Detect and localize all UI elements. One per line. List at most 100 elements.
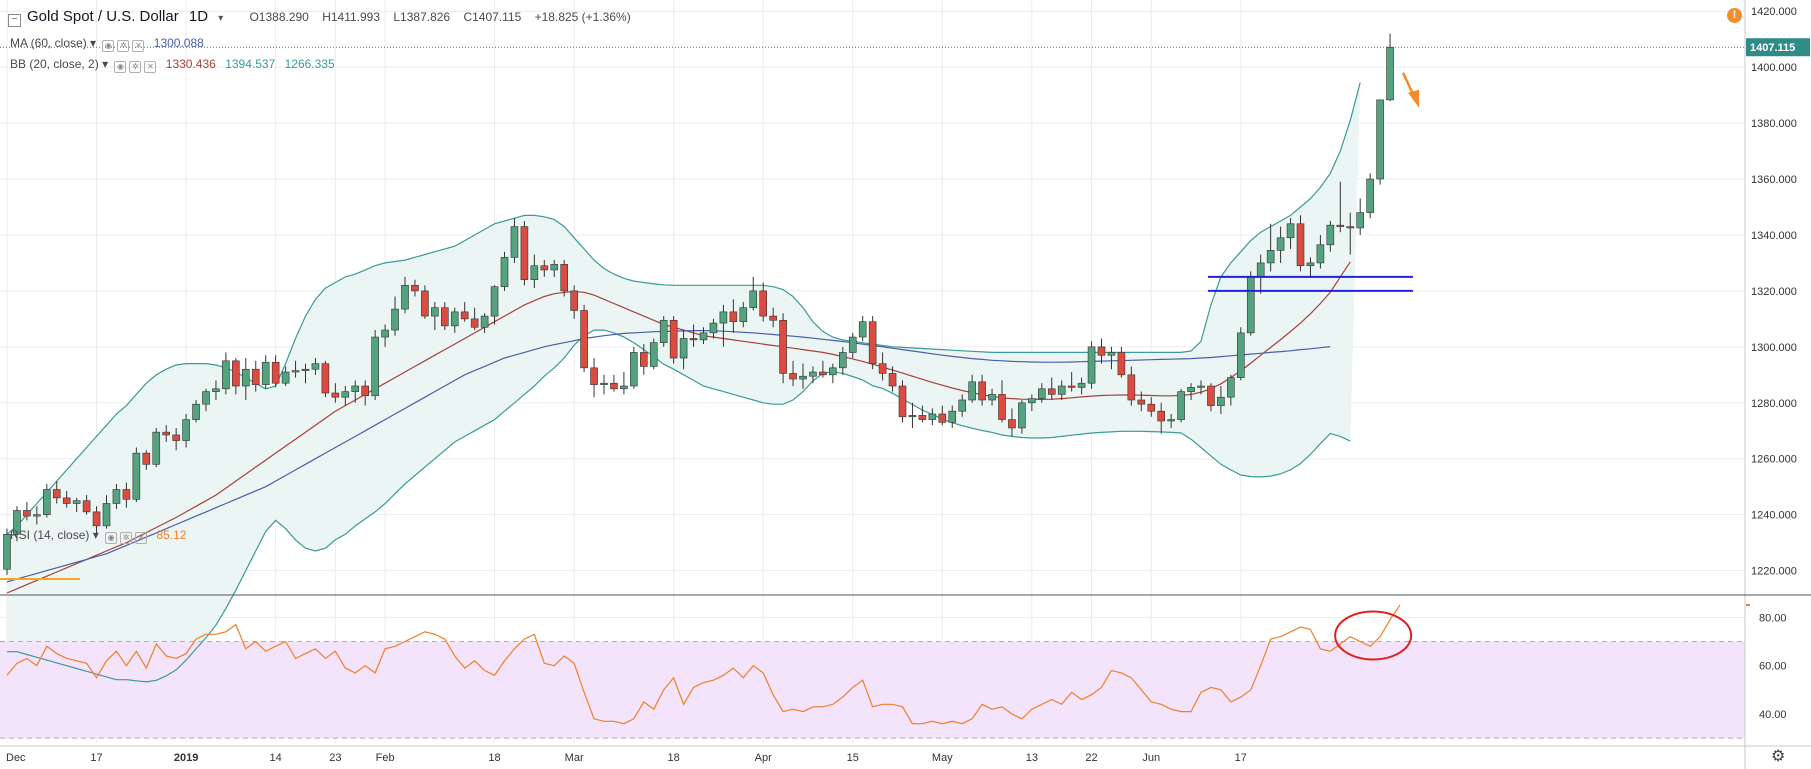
gear-icon[interactable]: ✲ — [120, 532, 133, 544]
close-icon[interactable]: ✕ — [144, 61, 157, 73]
candle[interactable] — [1326, 220, 1335, 252]
candle[interactable] — [1047, 377, 1056, 400]
candle[interactable] — [23, 502, 31, 521]
candle[interactable] — [192, 399, 200, 423]
candle[interactable] — [699, 327, 708, 345]
candle[interactable] — [590, 358, 598, 398]
chevron-down-icon[interactable]: ▾ — [218, 13, 224, 24]
candle[interactable] — [470, 307, 479, 331]
candle[interactable] — [600, 374, 608, 395]
candle[interactable] — [152, 427, 161, 468]
candle[interactable] — [421, 285, 429, 319]
candle[interactable] — [620, 372, 628, 395]
candle[interactable] — [271, 355, 280, 388]
candle[interactable] — [878, 352, 887, 381]
candle[interactable] — [819, 360, 827, 378]
candle[interactable] — [1008, 408, 1016, 437]
candle[interactable] — [809, 366, 817, 384]
candle[interactable] — [450, 307, 459, 333]
candle[interactable] — [13, 506, 21, 542]
candle[interactable] — [908, 402, 917, 428]
candle[interactable] — [560, 260, 569, 297]
candle[interactable] — [411, 279, 419, 297]
candle[interactable] — [1107, 346, 1116, 370]
eye-icon[interactable]: ◉ — [105, 532, 118, 544]
candle[interactable] — [1057, 380, 1066, 400]
candle[interactable] — [689, 324, 698, 347]
candle[interactable] — [1276, 226, 1285, 263]
candle[interactable] — [749, 276, 758, 311]
candle[interactable] — [779, 313, 787, 384]
rsi-label[interactable]: RSI (14, close) — [10, 528, 90, 542]
candle[interactable] — [142, 450, 151, 470]
candle[interactable] — [301, 363, 310, 384]
candle[interactable] — [918, 405, 927, 423]
candle[interactable] — [1386, 33, 1394, 102]
symbol-title[interactable]: Gold Spot / U.S. Dollar — [27, 8, 179, 25]
candle[interactable] — [3, 528, 11, 575]
candle[interactable] — [440, 302, 449, 331]
candle[interactable] — [281, 366, 290, 387]
candle[interactable] — [1227, 374, 1235, 406]
candle[interactable] — [630, 346, 638, 389]
candle[interactable] — [649, 338, 658, 370]
candle[interactable] — [391, 296, 399, 336]
candle[interactable] — [719, 304, 728, 347]
candle[interactable] — [52, 481, 61, 504]
candle[interactable] — [530, 254, 539, 289]
candlesticks[interactable] — [3, 33, 1394, 575]
candle[interactable] — [62, 490, 71, 508]
candle[interactable] — [460, 302, 469, 322]
candle[interactable] — [401, 276, 409, 314]
eye-icon[interactable]: ◉ — [102, 40, 115, 52]
candle[interactable] — [232, 358, 240, 395]
candle[interactable] — [381, 324, 389, 347]
candle[interactable] — [868, 316, 877, 370]
candle[interactable] — [490, 285, 499, 325]
candle[interactable] — [968, 374, 976, 403]
candle[interactable] — [361, 380, 370, 406]
candle[interactable] — [729, 299, 738, 333]
candle[interactable] — [998, 380, 1006, 423]
candle[interactable] — [838, 346, 847, 375]
candle[interactable] — [1217, 386, 1225, 414]
candle[interactable] — [212, 380, 220, 400]
candle[interactable] — [540, 260, 549, 277]
candle[interactable] — [1306, 257, 1315, 277]
bb-legend[interactable]: BB (20, close, 2) ▾ ◉ ✲ ✕ 1330.436 1394.53… — [10, 57, 335, 73]
candle[interactable] — [480, 313, 489, 333]
candle[interactable] — [72, 497, 81, 512]
candle[interactable] — [431, 302, 439, 331]
candle[interactable] — [92, 506, 101, 535]
candle[interactable] — [1376, 99, 1384, 185]
candle[interactable] — [898, 380, 907, 423]
candle[interactable] — [858, 316, 867, 342]
candle[interactable] — [261, 355, 270, 389]
candle[interactable] — [739, 302, 748, 328]
candle[interactable] — [351, 380, 360, 403]
candle[interactable] — [1346, 212, 1355, 255]
candle[interactable] — [520, 220, 529, 286]
candle[interactable] — [1167, 413, 1175, 428]
candle[interactable] — [938, 405, 947, 426]
candle[interactable] — [1237, 327, 1245, 381]
candle[interactable] — [1356, 198, 1364, 235]
candle[interactable] — [510, 218, 519, 263]
candle[interactable] — [1366, 173, 1374, 219]
interval[interactable]: 1D — [188, 8, 209, 25]
candle[interactable] — [1286, 218, 1295, 249]
candle[interactable] — [789, 360, 797, 387]
candle[interactable] — [1127, 366, 1136, 406]
candle[interactable] — [1137, 391, 1146, 412]
candle[interactable] — [928, 408, 937, 426]
rsi-circle-annotation[interactable] — [1334, 610, 1413, 661]
candle[interactable] — [669, 316, 678, 364]
candle[interactable] — [341, 386, 350, 406]
candle[interactable] — [1117, 346, 1126, 378]
candle[interactable] — [162, 425, 170, 442]
close-icon[interactable]: ✕ — [135, 532, 148, 544]
rsi-legend[interactable]: RSI (14, close) ▾ ◉ ✲ ✕ 85.12 — [10, 528, 186, 544]
candle[interactable] — [82, 495, 91, 515]
candle[interactable] — [371, 330, 379, 400]
candle[interactable] — [769, 307, 777, 328]
